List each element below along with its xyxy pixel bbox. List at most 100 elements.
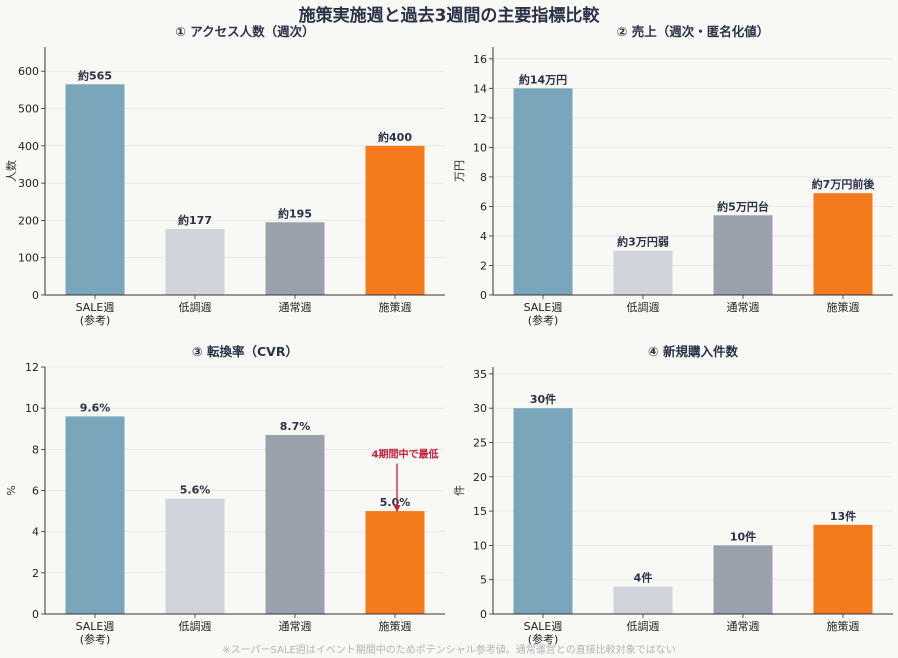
x-tick-label: 施策週 bbox=[379, 619, 412, 633]
y-tick-label: 6 bbox=[32, 485, 39, 498]
y-tick-label: 35 bbox=[473, 368, 487, 381]
x-tick-line: SALE週 bbox=[76, 301, 115, 314]
y-tick-label: 15 bbox=[473, 505, 487, 518]
bar bbox=[265, 434, 325, 614]
x-tick-line: SALE週 bbox=[76, 620, 115, 633]
data-label: 8.7% bbox=[280, 420, 311, 433]
x-tick-line: 施策週 bbox=[827, 300, 860, 314]
y-tick-label: 8 bbox=[480, 171, 487, 184]
x-tick-label: SALE週(参考) bbox=[524, 301, 563, 327]
x-tick-line: 施策週 bbox=[827, 619, 860, 633]
y-tick-label: 5 bbox=[480, 574, 487, 587]
data-label: 5.6% bbox=[180, 484, 211, 497]
data-label: 約195 bbox=[278, 206, 312, 220]
y-tick-label: 500 bbox=[18, 103, 39, 116]
x-tick-line: (参考) bbox=[528, 313, 559, 327]
bar bbox=[265, 222, 325, 295]
x-tick-label: SALE週(参考) bbox=[76, 620, 115, 646]
y-tick-label: 10 bbox=[25, 402, 39, 415]
data-label: 13件 bbox=[830, 509, 856, 523]
y-tick-label: 16 bbox=[473, 53, 487, 66]
x-tick-line: 施策週 bbox=[379, 619, 412, 633]
x-tick-line: 低調週 bbox=[627, 619, 660, 633]
bar bbox=[513, 408, 573, 614]
x-tick-line: (参考) bbox=[528, 632, 559, 646]
x-tick-label: 低調週 bbox=[179, 300, 212, 314]
y-tick-label: 4 bbox=[32, 526, 39, 539]
x-tick-label: 通常週 bbox=[727, 301, 760, 314]
data-label: 約3万円弱 bbox=[617, 235, 669, 249]
y-axis-label: 人数 bbox=[5, 160, 18, 182]
x-tick-label: 通常週 bbox=[279, 620, 312, 633]
x-tick-label: 施策週 bbox=[827, 300, 860, 314]
x-tick-line: 通常週 bbox=[727, 620, 760, 633]
x-tick-label: SALE週(参考) bbox=[524, 620, 563, 646]
x-tick-line: 低調週 bbox=[627, 300, 660, 314]
y-tick-label: 2 bbox=[32, 567, 39, 580]
main-title: 施策実施週と過去3週間の主要指標比較 bbox=[299, 5, 601, 26]
x-tick-line: SALE週 bbox=[524, 301, 563, 314]
x-tick-line: 通常週 bbox=[279, 620, 312, 633]
x-tick-line: (参考) bbox=[80, 313, 111, 327]
y-tick-label: 25 bbox=[473, 436, 487, 449]
x-tick-label: 低調週 bbox=[179, 619, 212, 633]
data-label: 約14万円 bbox=[519, 72, 567, 86]
y-tick-label: 0 bbox=[32, 289, 39, 302]
x-tick-line: 低調週 bbox=[179, 300, 212, 314]
data-label: 5.0% bbox=[380, 496, 411, 509]
x-tick-label: 低調週 bbox=[627, 300, 660, 314]
x-tick-label: 通常週 bbox=[279, 301, 312, 314]
x-tick-label: 低調週 bbox=[627, 619, 660, 633]
panel-title: ① アクセス人数（週次） bbox=[175, 24, 314, 39]
y-tick-label: 10 bbox=[473, 539, 487, 552]
x-tick-label: 施策週 bbox=[379, 300, 412, 314]
bar bbox=[813, 193, 873, 295]
chart-panel-1: ① アクセス人数（週次） 0 100 200 300 400 500 600 人数 約565 SAL… bbox=[5, 24, 445, 327]
data-label: 約177 bbox=[178, 213, 212, 227]
bar bbox=[613, 250, 673, 295]
y-tick-label: 600 bbox=[18, 65, 39, 78]
y-tick-label: 0 bbox=[32, 608, 39, 621]
y-tick-label: 14 bbox=[473, 82, 487, 95]
bar bbox=[65, 84, 125, 295]
bar bbox=[65, 416, 125, 614]
y-axis-label: 件 bbox=[453, 485, 466, 496]
y-tick-label: 0 bbox=[480, 608, 487, 621]
chart-panels: ① アクセス人数（週次）0100200300400500600人数約565SAL… bbox=[5, 24, 893, 646]
bar bbox=[165, 498, 225, 614]
annotation-text: 4期間中で最低 bbox=[372, 448, 439, 461]
bar bbox=[165, 228, 225, 295]
x-tick-label: SALE週(参考) bbox=[76, 301, 115, 327]
x-tick-line: SALE週 bbox=[524, 620, 563, 633]
y-tick-label: 100 bbox=[18, 252, 39, 265]
data-label: 約7万円前後 bbox=[812, 177, 876, 191]
data-label: 約400 bbox=[378, 130, 412, 144]
y-tick-label: 10 bbox=[473, 141, 487, 154]
chart-panel-2: ② 売上（週次・匿名化値） 0 2 4 6 8 10 12 14 16 万円 約14万円 SALE週(参… bbox=[453, 24, 893, 327]
y-axis-label: 万円 bbox=[453, 160, 466, 182]
x-tick-line: 通常週 bbox=[727, 301, 760, 314]
chart-panel-3: ③ 転換率（CVR） 0 2 4 6 8 10 12% 9.6% SALE週(参考) 5.6% 低調週… bbox=[5, 344, 445, 646]
x-tick-label: 施策週 bbox=[827, 619, 860, 633]
annotation-arrow-head bbox=[393, 505, 401, 513]
y-tick-label: 2 bbox=[480, 259, 487, 272]
panel-title: ② 売上（週次・匿名化値） bbox=[617, 24, 769, 39]
bar bbox=[613, 586, 673, 614]
y-tick-label: 200 bbox=[18, 214, 39, 227]
data-label: 30件 bbox=[530, 392, 556, 406]
y-tick-label: 0 bbox=[480, 289, 487, 302]
y-tick-label: 20 bbox=[473, 471, 487, 484]
x-tick-line: (参考) bbox=[80, 632, 111, 646]
x-tick-line: 施策週 bbox=[379, 300, 412, 314]
bar bbox=[713, 215, 773, 295]
data-label: 9.6% bbox=[80, 401, 111, 414]
footnote: ※スーパーSALE週はイベント期間中のためポテンシャル参考値。通常運営との直接比… bbox=[222, 643, 675, 656]
chart-panel-4: ④ 新規購入件数 0 5 10 15 20 25 30 35 件 30件 SALE週(参考) 4件低調週… bbox=[453, 344, 893, 646]
y-tick-label: 30 bbox=[473, 402, 487, 415]
x-tick-line: 低調週 bbox=[179, 619, 212, 633]
bar bbox=[365, 511, 425, 614]
y-tick-label: 4 bbox=[480, 230, 487, 243]
y-tick-label: 12 bbox=[473, 112, 487, 125]
y-tick-label: 12 bbox=[25, 361, 39, 374]
data-label: 約565 bbox=[78, 68, 112, 82]
